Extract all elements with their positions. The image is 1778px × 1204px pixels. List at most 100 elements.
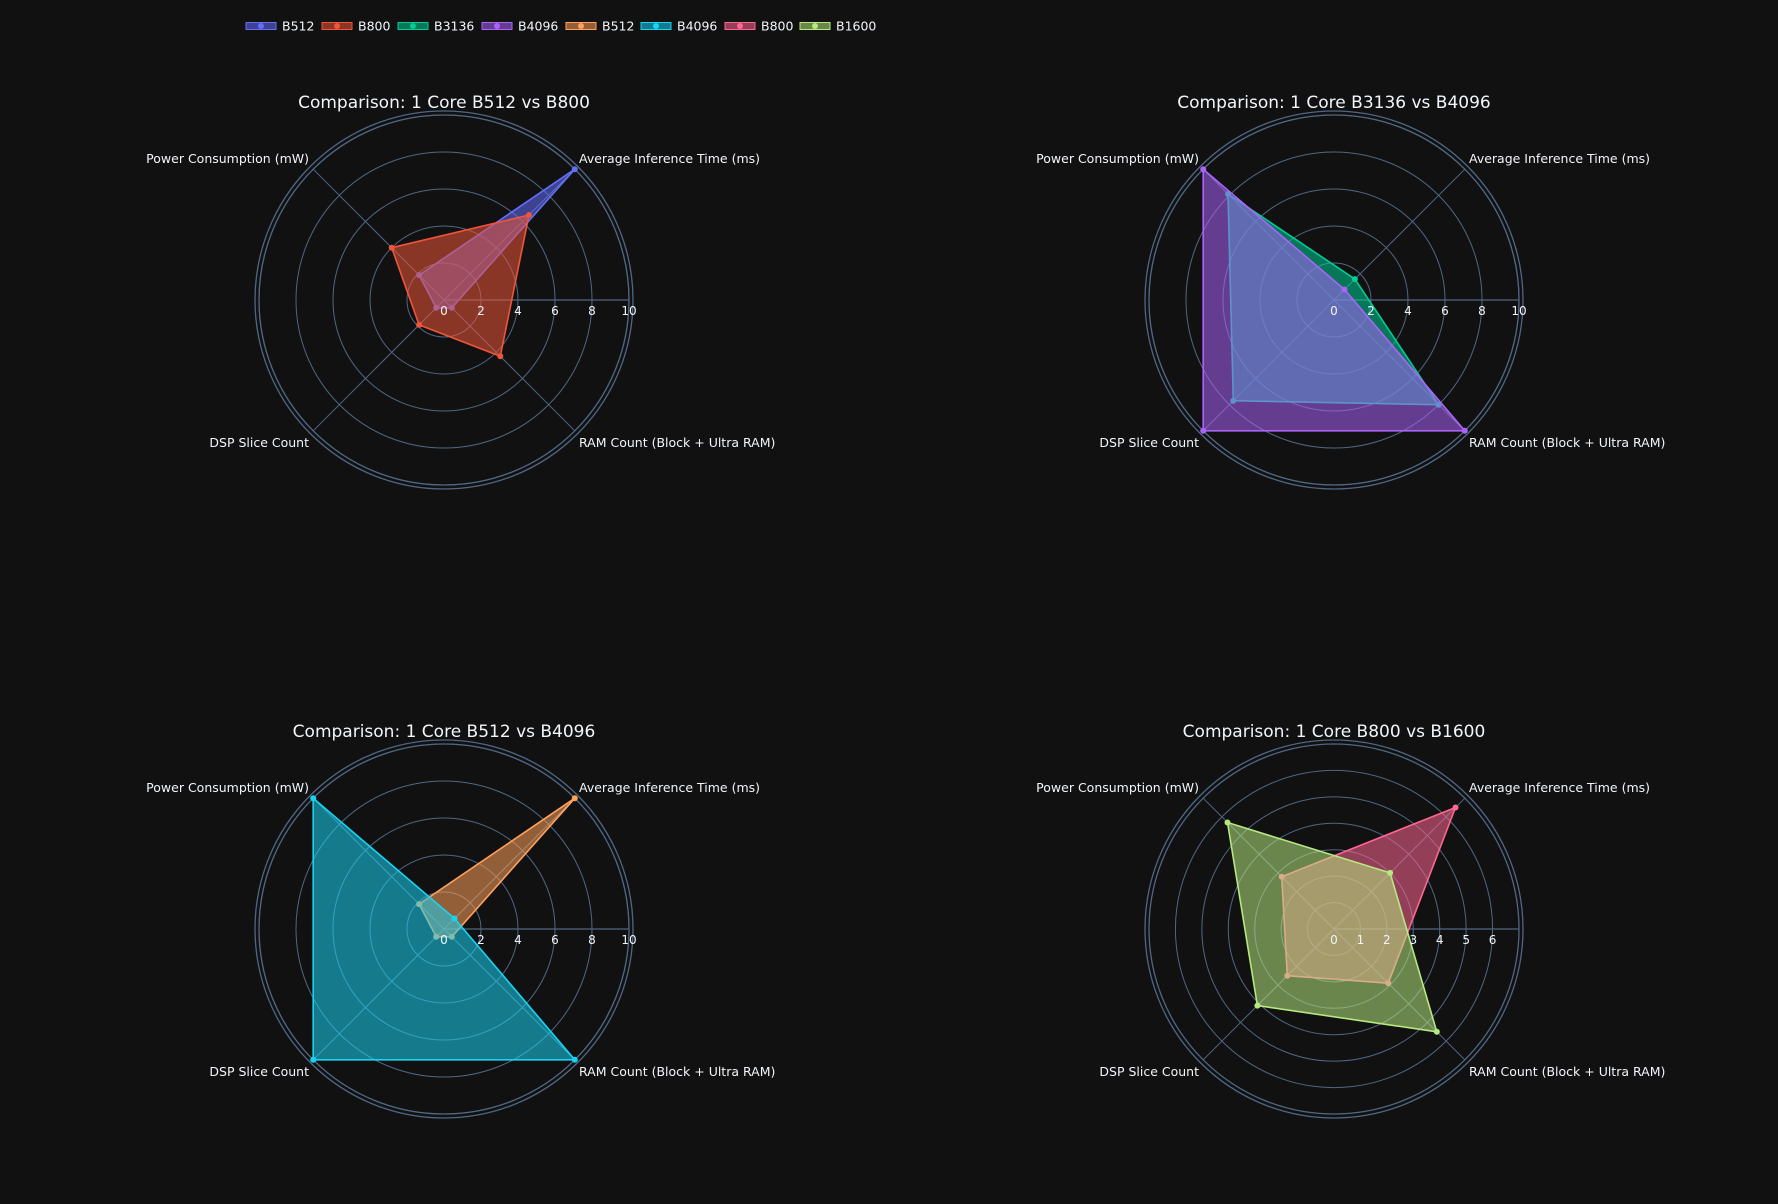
radial-tick-label: 8 xyxy=(588,304,596,318)
legend-item[interactable]: B800 xyxy=(321,19,390,34)
series-point[interactable] xyxy=(388,244,395,251)
angular-axis-label: Average Inference Time (ms) xyxy=(579,780,760,795)
series-point[interactable] xyxy=(1341,286,1348,293)
radial-tick-label: 2 xyxy=(1383,933,1391,947)
series-point[interactable] xyxy=(1200,427,1207,434)
series-point[interactable] xyxy=(1200,166,1207,173)
angular-axis-label: RAM Count (Block + Ultra RAM) xyxy=(579,1064,775,1079)
series-point[interactable] xyxy=(497,353,504,360)
series-point[interactable] xyxy=(310,1056,317,1063)
radial-tick-label: 4 xyxy=(1436,933,1444,947)
polar-frame-circle xyxy=(1144,739,1524,1119)
legend-item[interactable]: B4096 xyxy=(481,19,558,34)
radial-tick-label: 4 xyxy=(514,304,522,318)
legend-label: B800 xyxy=(761,19,793,34)
polar-frame-circle xyxy=(1144,110,1524,490)
series-point[interactable] xyxy=(571,795,578,802)
radial-tick-label: 6 xyxy=(1489,933,1497,947)
chart-title: Comparison: 1 Core B3136 vs B4096 xyxy=(1177,93,1490,113)
series-point[interactable] xyxy=(1387,869,1394,876)
legend-label: B800 xyxy=(358,19,390,34)
legend-label: B4096 xyxy=(677,19,717,34)
radial-tick-label: 0 xyxy=(1330,304,1338,318)
legend-item[interactable]: B800 xyxy=(724,19,793,34)
radial-tick-label: 2 xyxy=(477,304,485,318)
radar-subplot: Comparison: 1 Core B512 vs B800 0 2 4 6 8 10 Av… xyxy=(146,93,775,490)
legend-label: B512 xyxy=(282,19,314,34)
polar-frame-circle xyxy=(254,739,634,1119)
radial-tick-label: 6 xyxy=(1441,304,1449,318)
angular-axis-label: Power Consumption (mW) xyxy=(1036,151,1199,166)
angular-axis-label: Average Inference Time (ms) xyxy=(579,151,760,166)
series-point[interactable] xyxy=(310,795,317,802)
polar-frame-circle xyxy=(254,110,634,490)
chart-title: Comparison: 1 Core B512 vs B800 xyxy=(298,93,590,113)
radial-tick-label: 10 xyxy=(621,933,636,947)
legend-item[interactable]: B512 xyxy=(245,19,314,34)
angular-axis-label: Power Consumption (mW) xyxy=(146,151,309,166)
radial-tick-label: 1 xyxy=(1357,933,1365,947)
legend-label: B512 xyxy=(602,19,634,34)
radar-subplot: Comparison: 1 Core B512 vs B4096 0 2 4 6 8 10 A… xyxy=(146,722,775,1119)
radial-tick-label: 4 xyxy=(514,933,522,947)
radial-tick-label: 8 xyxy=(1478,304,1486,318)
radial-tick-label: 10 xyxy=(621,304,636,318)
angular-axis-label: DSP Slice Count xyxy=(209,1064,309,1079)
legend-marker xyxy=(494,23,500,29)
angular-axis-label: Power Consumption (mW) xyxy=(146,780,309,795)
radial-tick-label: 5 xyxy=(1462,933,1470,947)
angular-axis-label: Average Inference Time (ms) xyxy=(1469,151,1650,166)
series-point[interactable] xyxy=(526,212,532,218)
radar-subplot: Comparison: 1 Core B3136 vs B4096 0 2 4 6 8 10… xyxy=(1036,93,1665,490)
radial-tick-label: 4 xyxy=(1404,304,1412,318)
legend-item[interactable]: B3136 xyxy=(397,19,474,34)
series-point[interactable] xyxy=(416,321,423,328)
series-point[interactable] xyxy=(1452,804,1459,811)
angular-axis-label: Average Inference Time (ms) xyxy=(1469,780,1650,795)
legend-marker xyxy=(737,23,743,29)
angular-axis-label: DSP Slice Count xyxy=(1099,435,1199,450)
series-point[interactable] xyxy=(1224,819,1231,826)
radial-tick-label: 6 xyxy=(551,933,559,947)
legend-marker xyxy=(410,23,416,29)
legend-item[interactable]: B1600 xyxy=(799,19,876,34)
radial-tick-label: 0 xyxy=(1330,933,1338,947)
series-point[interactable] xyxy=(1351,276,1358,283)
legend-marker xyxy=(812,23,818,29)
radial-tick-label: 10 xyxy=(1511,304,1526,318)
series-point[interactable] xyxy=(1433,1028,1440,1035)
series-polygon-b800[interactable] xyxy=(390,214,530,358)
angular-axis-label: DSP Slice Count xyxy=(1099,1064,1199,1079)
radial-tick-label: 6 xyxy=(551,304,559,318)
radial-tick-label: 8 xyxy=(588,933,596,947)
series-point[interactable] xyxy=(571,1056,578,1063)
legend-marker xyxy=(258,23,264,29)
chart-title: Comparison: 1 Core B512 vs B4096 xyxy=(293,722,596,742)
angular-axis-label: Power Consumption (mW) xyxy=(1036,780,1199,795)
series-point[interactable] xyxy=(1254,1002,1261,1009)
series-point[interactable] xyxy=(571,166,578,173)
legend-item[interactable]: B512 xyxy=(565,19,634,34)
legend-label: B3136 xyxy=(434,19,474,34)
radar-subplot: Comparison: 1 Core B800 vs B1600 0 1 2 3 4 5 6 A… xyxy=(1036,722,1665,1119)
series-point[interactable] xyxy=(451,915,458,922)
angular-axis-label: DSP Slice Count xyxy=(209,435,309,450)
legend[interactable]: B512 B800 B3136 B4096 B512 B4096 B800 B1600 xyxy=(245,19,876,34)
chart-title: Comparison: 1 Core B800 vs B1600 xyxy=(1183,722,1486,742)
radial-tick-label: 3 xyxy=(1409,933,1417,947)
radial-tick-label: 0 xyxy=(440,304,448,318)
legend-label: B4096 xyxy=(518,19,558,34)
series-point[interactable] xyxy=(1461,427,1468,434)
legend-marker xyxy=(653,23,659,29)
legend-marker xyxy=(578,23,584,29)
angular-axis-label: RAM Count (Block + Ultra RAM) xyxy=(579,435,775,450)
legend-label: B1600 xyxy=(836,19,876,34)
angular-axis-label: RAM Count (Block + Ultra RAM) xyxy=(1469,435,1665,450)
radial-tick-label: 2 xyxy=(477,933,485,947)
radial-tick-label: 0 xyxy=(440,933,448,947)
radial-tick-label: 2 xyxy=(1367,304,1375,318)
legend-item[interactable]: B4096 xyxy=(640,19,717,34)
legend-marker xyxy=(334,23,340,29)
